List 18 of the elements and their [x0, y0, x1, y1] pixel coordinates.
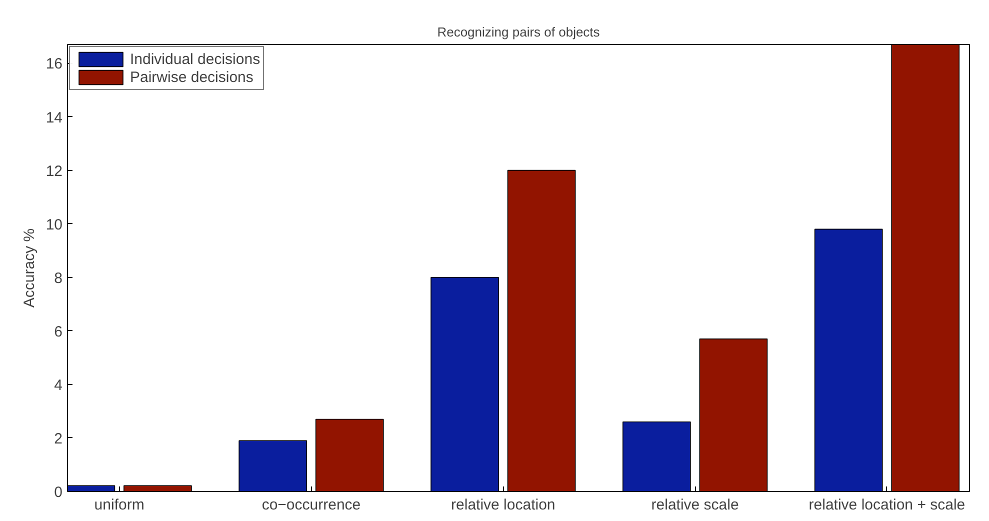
x-tick-label: relative scale	[651, 496, 739, 514]
x-tick-label: uniform	[94, 496, 144, 514]
legend-label: Pairwise decisions	[130, 68, 254, 86]
legend-label: Individual decisions	[130, 50, 260, 68]
y-tick-label: 2	[54, 430, 62, 448]
y-tick-label: 6	[54, 323, 62, 340]
x-tick-label: relative location	[451, 496, 556, 514]
y-tick-label: 4	[54, 376, 62, 394]
y-tick-label: 16	[46, 56, 63, 73]
y-tick-label: 10	[46, 216, 63, 234]
chart-title: Recognizing pairs of objects	[437, 24, 600, 40]
y-tick-label: 14	[46, 109, 63, 126]
y-tick-label: 12	[46, 162, 63, 180]
x-tick-label: relative location + scale	[808, 496, 966, 514]
y-axis-title: Accuracy %	[20, 228, 38, 308]
x-tick-label: co−occurrence	[262, 496, 361, 514]
y-tick-label: 8	[54, 270, 62, 287]
y-tick-label: 0	[54, 484, 62, 501]
